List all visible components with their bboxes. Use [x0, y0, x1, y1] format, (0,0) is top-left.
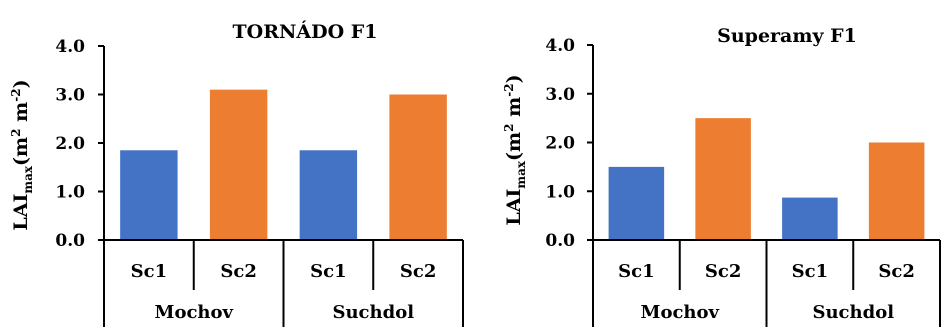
chart-title: Superamy F1	[717, 25, 857, 47]
y-label-base: LAI	[10, 193, 32, 230]
y-tick-label: 4.0	[545, 36, 575, 56]
x-category-label: Sc1	[792, 261, 828, 282]
y-label-sub: max	[21, 165, 35, 193]
y-tick-label: 3.0	[55, 86, 85, 106]
x-category-label: Sc2	[878, 261, 914, 282]
y-label-open: (m	[10, 137, 32, 166]
y-tick-label: 1.0	[545, 182, 575, 202]
y-tick-label: 1.0	[55, 183, 85, 203]
y-label-sup1: 2	[502, 123, 516, 131]
y-tick-label: 2.0	[545, 134, 575, 154]
y-tick-label: 4.0	[55, 37, 85, 57]
y-tick-label: 2.0	[55, 134, 85, 154]
y-label-mid: m	[503, 97, 525, 124]
chart-superamy: Superamy F1 LAImax(m2 m-2) 0.0 1.0 2.0 3.0 4…	[502, 25, 941, 327]
x-group-label: Mochov	[641, 302, 720, 323]
chart-title: TORNÁDO F1	[233, 20, 378, 43]
y-tick-label: 0.0	[545, 231, 575, 251]
y-label-sup1: 2	[9, 128, 23, 136]
y-label-close: )	[503, 74, 525, 83]
chart-tornado: TORNÁDO F1 LAImax(m2 m-2) 0.0 1.0 2.0 3.0 4.…	[9, 20, 464, 327]
bar-sc1-group1	[120, 150, 178, 240]
y-label-sub: max	[514, 160, 528, 188]
x-category-label: Sc1	[310, 261, 346, 282]
bar-sc1-group2	[782, 197, 838, 240]
x-group-label: Mochov	[155, 302, 234, 323]
y-label-mid: m	[10, 102, 32, 129]
y-label-sup2: -2	[9, 88, 23, 101]
y-axis-label: LAImax(m2 m-2)	[9, 79, 35, 230]
x-group-label: Suchdol	[812, 302, 894, 323]
x-category-label: Sc1	[618, 261, 654, 282]
bar-sc2-group2	[868, 142, 925, 240]
bar-sc2-group1	[209, 89, 268, 241]
bar-sc2-group1	[695, 118, 751, 240]
y-tick-label: 3.0	[545, 85, 575, 105]
x-category-label: Sc2	[705, 261, 741, 282]
x-category-label: Sc1	[131, 261, 167, 282]
y-label-close: )	[10, 79, 32, 88]
y-label-open: (m	[503, 132, 525, 161]
bar-sc1-group2	[299, 150, 358, 240]
x-group-label: Suchdol	[332, 302, 414, 323]
y-axis-label: LAImax(m2 m-2)	[502, 74, 528, 225]
bar-sc2-group2	[389, 94, 447, 240]
y-tick-label: 0.0	[55, 231, 85, 251]
y-label-base: LAI	[503, 188, 525, 225]
y-label-sup2: -2	[502, 83, 516, 96]
x-category-label: Sc2	[220, 261, 256, 282]
bar-sc1-group1	[608, 166, 665, 240]
x-category-label: Sc2	[400, 261, 436, 282]
